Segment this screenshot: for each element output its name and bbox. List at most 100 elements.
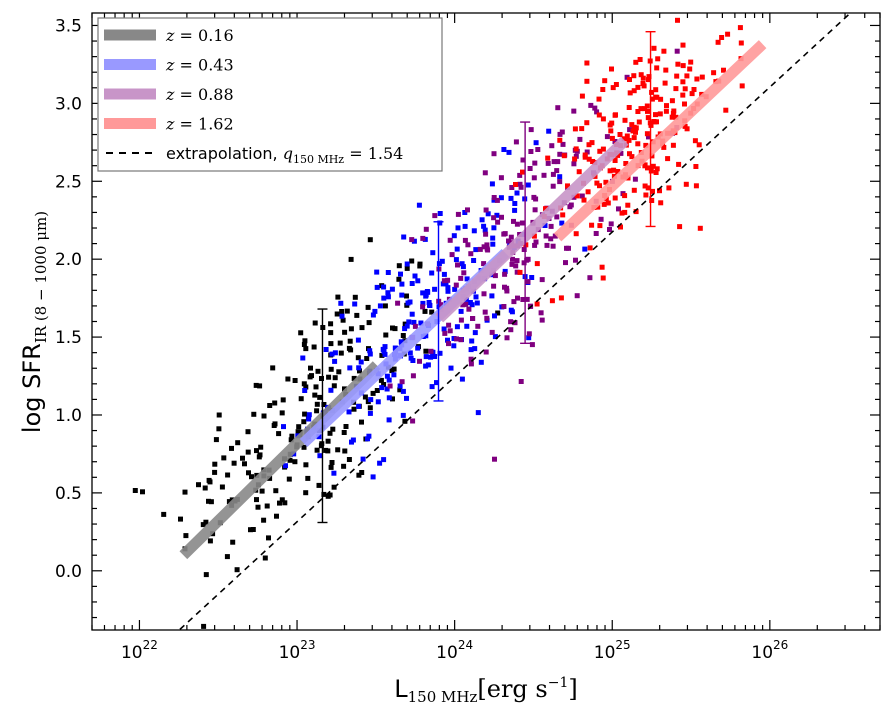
data-point-series-4 (691, 87, 697, 92)
data-point-series-1 (257, 383, 263, 389)
data-point-series-2 (475, 410, 481, 416)
data-point-series-2 (473, 294, 479, 300)
fit-line-1 (179, 361, 381, 560)
data-point-series-1 (344, 308, 350, 314)
data-point-series-3 (514, 221, 520, 227)
data-point-series-4 (738, 40, 744, 46)
data-point-series-3 (525, 256, 531, 262)
data-point-series-4 (572, 156, 578, 162)
data-point-series-3 (458, 275, 464, 281)
data-point-series-2 (397, 383, 403, 389)
data-point-series-1 (212, 461, 218, 467)
data-point-series-3 (514, 258, 520, 264)
data-point-series-1 (342, 329, 348, 335)
data-point-series-3 (557, 179, 563, 185)
data-point-series-2 (492, 313, 497, 319)
data-point-series-1 (328, 366, 334, 372)
data-point-series-1 (367, 237, 373, 243)
data-point-series-2 (491, 197, 497, 203)
data-point-series-1 (341, 430, 347, 435)
data-point-series-1 (351, 375, 357, 381)
data-point-series-4 (693, 164, 699, 169)
data-point-series-3 (571, 194, 577, 200)
data-point-series-4 (680, 79, 686, 85)
data-point-series-4 (670, 111, 676, 116)
data-point-series-4 (626, 105, 632, 110)
x-tick-label: 1023 (279, 638, 316, 663)
data-point-series-2 (356, 403, 362, 409)
data-point-series-2 (424, 289, 430, 294)
data-point-series-1 (332, 375, 338, 381)
y-tick-label: 0.5 (55, 484, 82, 504)
data-point-series-2 (380, 346, 386, 352)
data-point-series-2 (389, 286, 395, 292)
data-point-series-3 (554, 168, 560, 174)
data-point-series-2 (406, 319, 412, 325)
data-point-series-3 (449, 252, 455, 258)
data-point-series-4 (644, 103, 650, 109)
data-point-series-4 (657, 111, 663, 117)
data-point-series-4 (534, 261, 540, 267)
data-point-series-1 (313, 384, 319, 390)
data-point-series-1 (354, 312, 360, 318)
data-point-series-3 (468, 361, 474, 367)
data-point-series-4 (669, 98, 675, 104)
data-point-series-3 (504, 288, 510, 294)
data-point-series-1 (311, 344, 317, 350)
data-point-series-3 (502, 231, 508, 237)
data-point-series-2 (423, 354, 429, 360)
data-point-series-4 (633, 209, 639, 215)
data-point-series-2 (490, 235, 496, 241)
data-point-series-2 (355, 337, 361, 343)
data-point-series-4 (696, 142, 702, 148)
data-point-series-1 (342, 448, 348, 454)
data-point-series-4 (661, 48, 667, 54)
data-point-series-2 (423, 363, 429, 369)
data-point-series-1 (303, 384, 309, 390)
data-point-series-1 (229, 445, 234, 451)
data-point-series-2 (339, 313, 345, 319)
data-point-series-2 (306, 416, 312, 422)
data-point-series-2 (472, 330, 478, 336)
data-point-series-3 (454, 336, 459, 342)
data-point-series-1 (282, 500, 288, 506)
data-point-series-1 (231, 460, 237, 466)
data-point-series-3 (453, 282, 459, 288)
data-point-series-4 (669, 114, 675, 120)
data-point-series-4 (636, 119, 642, 125)
data-point-series-3 (499, 214, 504, 220)
data-point-series-1 (230, 539, 236, 545)
data-point-series-4 (572, 126, 578, 132)
data-point-series-2 (329, 351, 335, 357)
data-point-series-1 (321, 491, 327, 497)
data-point-series-3 (539, 277, 545, 283)
data-point-series-3 (573, 153, 579, 159)
data-point-series-2 (481, 223, 487, 229)
data-point-series-1 (335, 294, 341, 300)
data-point-series-4 (582, 154, 588, 160)
data-point-series-1 (326, 374, 332, 380)
data-point-series-3 (412, 323, 418, 329)
data-point-series-3 (463, 301, 469, 307)
data-point-series-2 (418, 320, 424, 326)
data-point-series-3 (484, 315, 490, 321)
data-point-series-4 (631, 135, 637, 141)
data-point-series-1 (298, 396, 304, 402)
data-point-series-1 (318, 443, 324, 449)
data-point-series-1 (235, 440, 241, 446)
data-point-series-4 (684, 73, 690, 79)
data-point-series-4 (612, 112, 618, 118)
data-point-series-3 (674, 48, 680, 54)
data-point-series-3 (563, 260, 568, 266)
data-point-series-4 (654, 65, 660, 71)
data-point-series-4 (633, 129, 638, 135)
data-point-series-3 (509, 185, 515, 190)
data-point-series-2 (508, 307, 514, 313)
data-point-series-4 (684, 126, 690, 132)
data-point-series-2 (582, 246, 588, 252)
data-point-series-3 (550, 171, 556, 177)
data-point-series-4 (586, 142, 592, 148)
data-point-series-4 (573, 146, 579, 152)
y-tick-label: 3.5 (55, 16, 82, 36)
